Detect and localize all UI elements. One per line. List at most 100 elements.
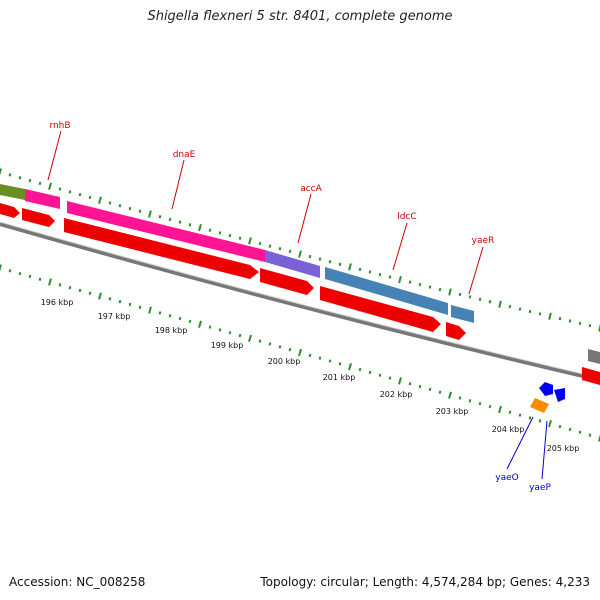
scale-tick xyxy=(138,305,142,310)
scale-tick xyxy=(498,300,502,308)
scale-tick xyxy=(498,405,502,414)
scale-tick xyxy=(18,176,22,180)
gene-block-blue[interactable] xyxy=(539,382,553,396)
scale-tick xyxy=(148,306,152,314)
scale-tick xyxy=(458,292,462,297)
scale-tick xyxy=(338,362,342,366)
cds-arrow[interactable] xyxy=(64,218,259,279)
scale-tick xyxy=(528,416,532,420)
scale-tick xyxy=(398,275,402,284)
scale-tick xyxy=(78,288,82,293)
scale-tick xyxy=(418,282,422,287)
gene-block-ldcC[interactable] xyxy=(325,267,448,315)
scale-tick xyxy=(408,280,412,284)
scale-tick xyxy=(238,236,242,240)
gene-block-olive[interactable] xyxy=(0,184,25,200)
scale-tick xyxy=(48,278,52,286)
scale-tick xyxy=(538,312,542,316)
kbp-label: 199 kbp xyxy=(211,341,244,350)
gene-block-dnaE[interactable] xyxy=(67,201,265,262)
scale-tick xyxy=(318,257,322,261)
cds-arrow[interactable] xyxy=(260,268,314,295)
scale-tick xyxy=(478,401,482,406)
scale-tick xyxy=(208,325,212,329)
scale-tick xyxy=(28,178,32,183)
gene-label-accA[interactable]: accA xyxy=(300,184,322,194)
scale-tick xyxy=(428,387,432,392)
scale-tick xyxy=(218,231,222,235)
scale-tick xyxy=(488,300,492,304)
scale-tick xyxy=(248,334,252,342)
scale-tick xyxy=(528,309,532,314)
gene-label-dnaE[interactable]: dnaE xyxy=(173,150,196,160)
gene-block-orange[interactable] xyxy=(530,398,549,413)
scale-tick xyxy=(148,210,152,218)
scale-tick xyxy=(518,413,522,417)
gene-label-yaeR[interactable]: yaeR xyxy=(472,236,495,246)
gene-label-rnhB[interactable]: rnhB xyxy=(49,121,70,131)
gene-block-yaeR[interactable] xyxy=(451,305,474,323)
gene-block-accA[interactable] xyxy=(265,250,320,278)
scale-tick xyxy=(228,233,232,238)
scale-tick xyxy=(468,399,472,403)
scale-tick xyxy=(348,263,352,271)
cds-arrow[interactable] xyxy=(582,367,600,385)
gene-label-ldcC[interactable]: ldcC xyxy=(397,212,416,222)
kbp-label: 203 kbp xyxy=(436,407,469,416)
scale-tick xyxy=(88,291,92,295)
scale-tick xyxy=(448,288,452,296)
scale-tick xyxy=(408,382,412,386)
cds-arrow[interactable] xyxy=(446,322,466,340)
leader-rnhB xyxy=(47,130,62,181)
feature-row-upper xyxy=(0,184,600,364)
scale-tick xyxy=(308,254,312,259)
scale-tick xyxy=(328,359,332,363)
cds-arrow[interactable] xyxy=(320,286,441,332)
scale-tick xyxy=(38,277,42,281)
scale-tick xyxy=(278,247,282,251)
leader-dnaE xyxy=(171,159,185,210)
scale-tick xyxy=(388,275,392,279)
scale-tick xyxy=(268,342,272,346)
gene-label-yaeP[interactable]: yaeP xyxy=(529,483,551,493)
gene-block-rnhB[interactable] xyxy=(25,189,60,209)
label-leaders xyxy=(47,130,548,480)
scale-tick xyxy=(298,250,302,258)
scale-tick xyxy=(598,434,600,442)
scale-tick xyxy=(588,323,592,328)
leader-yaeO xyxy=(506,416,534,470)
scale-tick xyxy=(228,331,232,335)
scale-tick xyxy=(328,260,332,264)
scale-tick xyxy=(0,264,2,272)
backbone-highlight xyxy=(0,221,600,379)
scale-tick xyxy=(558,424,562,429)
scale-tick xyxy=(368,270,372,274)
map-title: Shigella flexneri 5 str. 8401, complete … xyxy=(147,9,453,24)
cds-arrow[interactable] xyxy=(0,203,20,218)
scale-tick xyxy=(168,314,172,318)
gene-block-blue[interactable] xyxy=(554,388,565,402)
kbp-label: 198 kbp xyxy=(155,326,188,335)
scale-tick xyxy=(568,319,572,323)
scale-tick xyxy=(118,204,122,208)
gene-label-yaeO[interactable]: yaeO xyxy=(495,473,518,483)
scale-tick xyxy=(338,262,342,267)
leader-yaeP xyxy=(541,420,548,480)
cds-arrow[interactable] xyxy=(22,208,55,227)
genome-summary-text: Topology: circular; Length: 4,574,284 bp… xyxy=(260,575,590,589)
leader-yaeR xyxy=(468,246,484,295)
kbp-label: 204 kbp xyxy=(492,425,525,434)
scale-tick xyxy=(578,430,582,434)
gene-block-gray[interactable] xyxy=(588,349,600,364)
scale-tick xyxy=(0,168,2,176)
scale-tick xyxy=(578,321,582,326)
scale-tick xyxy=(258,339,262,343)
scale-tick xyxy=(108,201,112,205)
scale-tick xyxy=(558,316,562,321)
scale-tick xyxy=(8,269,12,273)
scale-tick xyxy=(238,333,242,338)
scale-tick xyxy=(168,217,172,222)
kbp-label: 201 kbp xyxy=(323,373,356,382)
scale-tick xyxy=(268,244,272,248)
